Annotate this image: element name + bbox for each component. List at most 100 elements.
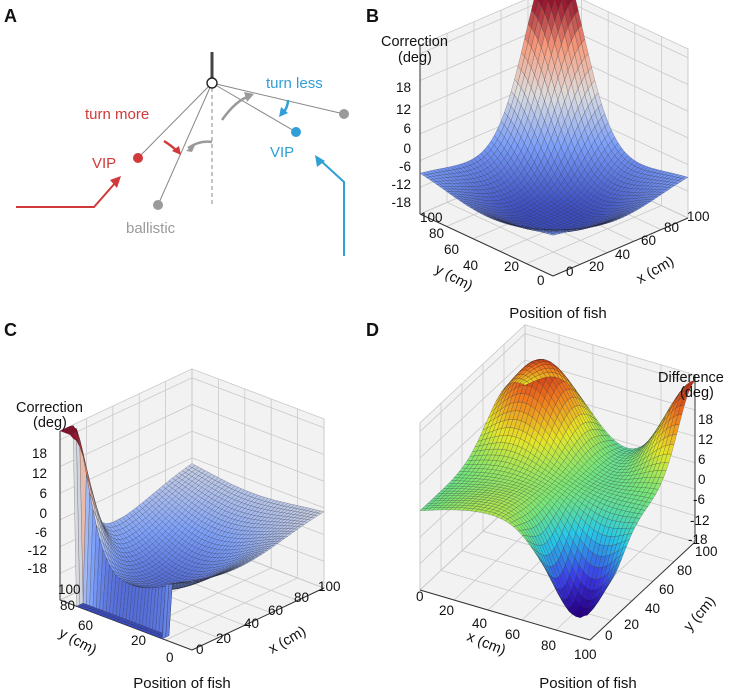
panel-b-y-tick: 100 — [420, 210, 443, 225]
chart-panel-b: Correction (deg) 18 12 6 0 -6 -12 -18 10… — [381, 0, 710, 322]
panel-label-d: D — [366, 320, 379, 340]
panel-b-x-axis-label: x (cm) — [634, 253, 677, 287]
panel-b-z-ticks: 18 12 6 0 -6 -12 -18 — [391, 80, 411, 210]
panel-label-c: C — [4, 320, 17, 340]
panel-b-x-tick: 60 — [641, 233, 656, 248]
turn-more-label: turn more — [85, 106, 149, 123]
panel-b-z-tick: 6 — [403, 121, 411, 136]
red-path — [16, 181, 117, 208]
panel-c-x-axis-label: x (cm) — [266, 623, 309, 657]
panel-b-x-tick: 80 — [664, 220, 679, 235]
panel-c-y-tick: 80 — [60, 598, 75, 613]
turn-less-label: turn less — [266, 75, 323, 92]
panel-c-y-tick: 0 — [166, 650, 174, 665]
line-to-ballistic — [157, 82, 213, 206]
floor-gridline — [165, 577, 298, 641]
panel-c-z-tick: -6 — [35, 525, 47, 540]
blue-path-arrowhead-icon — [315, 155, 325, 167]
panel-b-y-tick: 40 — [463, 258, 478, 273]
panel-c-z-title-line2: (deg) — [33, 415, 67, 431]
vip-right-label: VIP — [270, 144, 294, 161]
panel-c-z-tick: 0 — [39, 506, 47, 521]
turn-less-arrowhead-icon — [279, 107, 288, 117]
vip-left-dot — [133, 153, 143, 163]
wall-gridline — [191, 377, 325, 429]
panel-b-z-tick: -6 — [399, 159, 411, 174]
ballistic-arc — [187, 140, 213, 150]
gray-target-dot — [339, 109, 349, 119]
wall-gridline — [419, 359, 526, 459]
panel-c-x-tick: 100 — [318, 579, 341, 594]
panel-d-surface — [419, 359, 696, 618]
panel-b-z-tick: 12 — [396, 102, 411, 117]
big-gray-arc — [220, 94, 251, 121]
wall-gridline — [524, 333, 696, 384]
panel-b-z-tick: 0 — [403, 141, 411, 156]
panel-b-z-title-line1: Correction — [381, 34, 448, 50]
axis-edge — [191, 587, 325, 651]
panel-c-z-tick: 6 — [39, 486, 47, 501]
ballistic-arc-arrowhead-icon — [186, 143, 196, 152]
chart-panel-d: Difference (deg) 18 12 6 0 -6 -12 -18 0 … — [416, 323, 724, 690]
panel-b-surface — [419, 0, 689, 236]
wall-gridline — [191, 404, 325, 455]
panel-b-z-title-line2: (deg) — [398, 50, 432, 66]
wall-gridline — [191, 457, 325, 509]
axis-edge — [419, 213, 554, 277]
panel-b-caption: Position of fish — [509, 305, 607, 322]
panel-label-b: B — [366, 6, 379, 26]
line-to-gray-dot — [211, 82, 345, 115]
panel-b-y-tick: 20 — [504, 259, 519, 274]
panel-c-z-title-line1: Correction — [16, 400, 83, 416]
panel-c-z-tick: 18 — [32, 446, 47, 461]
panel-c-x-tick: 80 — [294, 590, 309, 605]
panel-c-caption: Position of fish — [133, 675, 231, 690]
panel-b-x-tick: 40 — [615, 247, 630, 262]
big-gray-arc-arrowhead-icon — [244, 92, 254, 102]
diagram-panel-a: turn more turn less VIP VIP ballistic — [16, 52, 349, 256]
pivot-circle — [206, 77, 218, 89]
axis-edge — [552, 217, 689, 277]
surface-facet — [188, 581, 196, 583]
panel-b-x-tick: 0 — [566, 264, 574, 279]
axis-edge — [589, 541, 696, 641]
panel-b-y-tick: 0 — [537, 273, 545, 288]
panel-b-z-tick: 18 — [396, 80, 411, 95]
floor-gridline — [446, 202, 581, 265]
panel-b-z-tick: -18 — [391, 195, 411, 210]
line-to-vip-left — [137, 82, 213, 159]
panel-b-x-ticks: 0 20 40 60 80 100 — [566, 209, 710, 279]
panel-c-z-tick: -12 — [27, 543, 47, 558]
blue-path — [319, 159, 345, 256]
panel-c-y-tick: 100 — [58, 582, 81, 597]
wall-gridline — [191, 430, 325, 482]
panel-c-x-tick: 40 — [244, 616, 259, 631]
panel-c-y-tick: 60 — [78, 618, 93, 633]
ballistic-label: ballistic — [126, 220, 176, 237]
panel-label-a: A — [4, 6, 17, 26]
chart-panel-c: Correction (deg) 18 12 6 0 -6 -12 -18 10… — [16, 368, 341, 690]
vip-left-label: VIP — [92, 155, 116, 172]
floor-gridline — [526, 205, 662, 264]
panel-c-surface — [59, 425, 325, 640]
panel-c-z-tick: -18 — [27, 561, 47, 576]
panel-b-y-tick: 60 — [444, 242, 459, 257]
panel-c-y-tick: 20 — [131, 633, 146, 648]
line-to-vip-right — [211, 82, 297, 133]
wall-gridline — [59, 377, 193, 441]
panel-c-y-ticks: 100 80 60 20 0 — [58, 582, 174, 665]
panel-c-x-tick: 0 — [196, 642, 204, 657]
surface-facet — [549, 233, 557, 236]
panel-b-x-tick: 100 — [687, 209, 710, 224]
ballistic-dot — [153, 200, 163, 210]
wall-gridline — [419, 333, 526, 432]
turn-more-arrowhead-icon — [172, 146, 181, 155]
panel-b-x-tick: 20 — [589, 259, 604, 274]
vip-right-dot — [291, 127, 301, 137]
panel-b-z-tick: -12 — [391, 177, 411, 192]
panel-c-x-tick: 60 — [268, 603, 283, 618]
axis-edge — [419, 589, 591, 641]
panel-c-z-ticks: 18 12 6 0 -6 -12 -18 — [27, 446, 47, 576]
panel-b-y-ticks: 100 80 60 40 20 0 — [420, 210, 545, 288]
